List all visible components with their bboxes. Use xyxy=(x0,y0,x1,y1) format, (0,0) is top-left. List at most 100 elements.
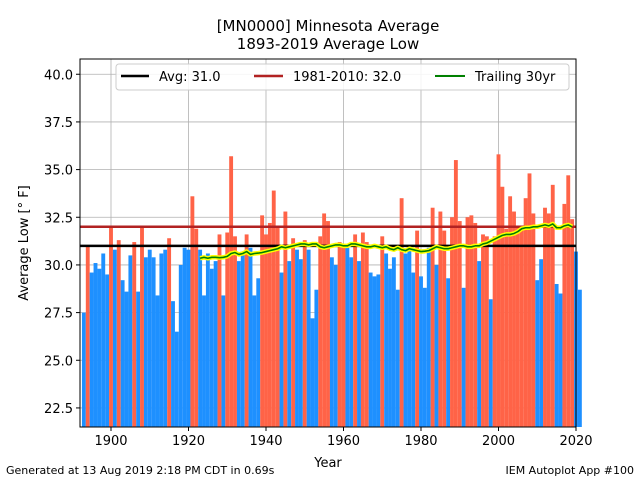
bar xyxy=(252,295,257,427)
bar xyxy=(143,257,148,427)
y-tick-label: 30.0 xyxy=(44,259,73,274)
bar xyxy=(194,228,199,427)
bar xyxy=(337,242,342,427)
bar xyxy=(81,312,86,427)
bar xyxy=(248,247,253,427)
bar xyxy=(395,289,400,427)
bar xyxy=(461,287,466,427)
bar xyxy=(209,268,214,427)
bar xyxy=(515,226,520,427)
bar xyxy=(469,215,474,427)
y-tick-label: 25.0 xyxy=(44,354,73,369)
x-tick-label: 1960 xyxy=(327,434,360,449)
bar xyxy=(205,253,210,427)
bar xyxy=(97,268,102,427)
bar xyxy=(264,234,268,427)
x-tick-label: 1920 xyxy=(172,434,205,449)
plot-frame xyxy=(79,58,577,428)
bar xyxy=(140,226,144,427)
bar xyxy=(233,236,237,427)
bar xyxy=(275,226,280,427)
bar xyxy=(85,245,90,427)
bar xyxy=(322,213,327,427)
bar xyxy=(364,242,369,427)
bar xyxy=(519,226,524,427)
bar xyxy=(174,331,179,427)
bar xyxy=(326,221,330,427)
bar xyxy=(105,274,110,427)
bar xyxy=(484,236,489,427)
bar xyxy=(372,276,377,427)
chart-title-line1: [MN0000] Minnesota Average xyxy=(217,17,440,35)
bar xyxy=(136,291,141,427)
bar xyxy=(492,236,497,427)
bar xyxy=(562,203,567,427)
bar xyxy=(198,249,203,427)
x-tick-label: 1940 xyxy=(249,434,282,449)
bar xyxy=(388,268,392,427)
bar xyxy=(539,259,544,427)
legend-trailing-label: Trailing 30yr xyxy=(474,70,556,85)
bar xyxy=(171,301,175,427)
bar xyxy=(407,249,412,427)
bar xyxy=(481,234,485,427)
bar xyxy=(101,253,106,427)
bar xyxy=(279,272,284,427)
bar xyxy=(116,240,121,427)
bar xyxy=(159,253,164,427)
bar xyxy=(132,242,137,427)
bar xyxy=(93,263,98,427)
bar xyxy=(558,293,563,427)
bar xyxy=(295,249,299,427)
bar xyxy=(360,232,365,427)
bar xyxy=(260,215,265,427)
bar xyxy=(376,274,381,427)
axis-ticks: 1900 1920 1940 1960 1980 2000 2020 22.5 25.0 27.5… xyxy=(44,68,593,449)
y-tick-label: 40.0 xyxy=(44,68,73,83)
trailing-30yr-line xyxy=(199,223,573,260)
y-tick-label: 27.5 xyxy=(44,307,73,322)
bar xyxy=(473,222,478,427)
bar xyxy=(434,264,439,427)
chart-title-line2: 1893-2019 Average Low xyxy=(237,35,419,53)
legend-normal-label: 1981-2010: 32.0 xyxy=(293,70,401,85)
y-tick-label: 35.0 xyxy=(44,164,73,179)
bar xyxy=(577,289,582,427)
bar xyxy=(147,249,152,427)
bar xyxy=(442,230,447,427)
bar xyxy=(500,186,505,427)
x-axis-label: Year xyxy=(313,456,342,471)
bar xyxy=(182,247,187,427)
bar xyxy=(446,278,451,427)
bar xyxy=(283,211,288,427)
bar xyxy=(190,196,195,427)
bar xyxy=(163,249,168,427)
bar xyxy=(523,198,528,427)
reference-lines xyxy=(80,221,576,261)
bar xyxy=(477,261,482,427)
bar xyxy=(155,295,160,427)
bar xyxy=(512,211,516,427)
bar xyxy=(291,238,296,427)
bar xyxy=(151,257,156,427)
y-tick-label: 37.5 xyxy=(44,116,73,131)
bar xyxy=(465,217,470,427)
y-tick-label: 22.5 xyxy=(44,402,73,417)
bar xyxy=(213,261,218,427)
bar xyxy=(333,264,338,427)
bar xyxy=(384,253,389,427)
bar xyxy=(496,154,501,427)
bar xyxy=(566,175,571,427)
bar xyxy=(310,318,315,427)
bar xyxy=(508,196,513,427)
bar xyxy=(217,234,222,427)
bar xyxy=(178,264,183,427)
bar xyxy=(318,236,323,427)
bar xyxy=(554,283,559,427)
bars xyxy=(81,154,582,427)
bar xyxy=(349,257,354,427)
bar xyxy=(287,261,292,427)
legend: Avg: 31.0 1981-2010: 32.0 Trailing 30yr xyxy=(115,63,570,91)
bar xyxy=(244,234,249,427)
bar xyxy=(306,249,311,427)
